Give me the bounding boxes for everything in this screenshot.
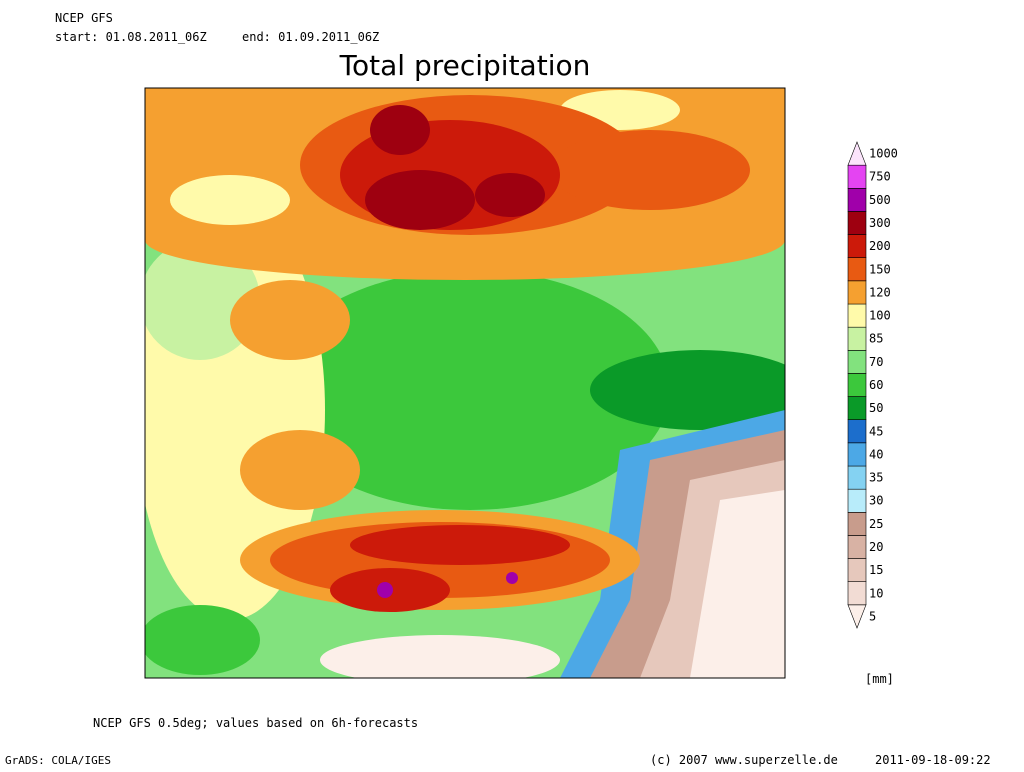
colorbar-label: 25	[869, 517, 883, 531]
end-time: end: 01.09.2011_06Z	[242, 30, 379, 44]
map-frame	[144, 87, 786, 679]
colorbar-swatch	[847, 349, 867, 374]
colorbar-label: 150	[869, 262, 891, 276]
colorbar-label: 100	[869, 309, 891, 323]
colorbar-label: 10	[869, 586, 883, 600]
colorbar-swatch	[847, 558, 867, 583]
colorbar-swatch	[847, 581, 867, 606]
colorbar-swatch	[847, 419, 867, 444]
software: GrADS: COLA/IGES	[5, 754, 111, 767]
unit: [mm]	[865, 672, 894, 686]
colorbar-swatch	[847, 535, 867, 559]
timestamp: 2011-09-18-09:22	[875, 753, 991, 767]
colorbar-swatch	[847, 164, 867, 189]
colorbar-swatch	[847, 303, 867, 328]
colorbar-swatch	[847, 488, 867, 513]
colorbar-label: 1000	[869, 147, 898, 161]
colorbar-label: 50	[869, 401, 883, 415]
colorbar-swatch	[847, 257, 867, 282]
colorbar-swatch	[847, 373, 867, 397]
colorbar-label: 40	[869, 447, 883, 461]
colorbar-label: 70	[869, 355, 883, 369]
colorbar-label: 5	[869, 609, 876, 623]
colorbar-label: 30	[869, 494, 883, 508]
colorbar-swatch	[847, 280, 867, 305]
colorbar-label: 60	[869, 378, 883, 392]
colorbar-label: 300	[869, 216, 891, 230]
colorbar-swatch	[847, 396, 867, 421]
colorbar-label: 120	[869, 285, 891, 299]
copyright: (c) 2007 www.superzelle.de	[650, 753, 838, 767]
colorbar-swatch	[847, 234, 867, 259]
colorbar-swatch	[847, 511, 867, 536]
colorbar-label: 35	[869, 471, 883, 485]
colorbar-label: 45	[869, 424, 883, 438]
colorbar-label: 15	[869, 563, 883, 577]
colorbar-label: 200	[869, 239, 891, 253]
footer-note: NCEP GFS 0.5deg; values based on 6h-fore…	[93, 716, 418, 730]
colorbar: 5 10 15 20 25 30 35 40 45 50 60 70 85 100 120 150 200 300…	[847, 141, 898, 629]
colorbar-label: 750	[869, 170, 891, 184]
colorbar-swatch	[847, 211, 867, 235]
colorbar-swatch	[847, 187, 867, 212]
colorbar-label: 85	[869, 332, 883, 346]
colorbar-swatch	[847, 141, 867, 166]
colorbar-label: 20	[869, 540, 883, 554]
start-time: start: 01.08.2011_06Z	[55, 30, 207, 44]
colorbar-swatch	[847, 604, 867, 629]
colorbar-swatch	[847, 465, 867, 490]
colorbar-swatch	[847, 442, 867, 467]
colorbar-swatch	[847, 326, 867, 351]
precipitation-map	[145, 88, 785, 678]
model: NCEP GFS	[55, 11, 113, 25]
colorbar-label: 500	[869, 193, 891, 207]
title: Total precipitation	[339, 49, 591, 82]
